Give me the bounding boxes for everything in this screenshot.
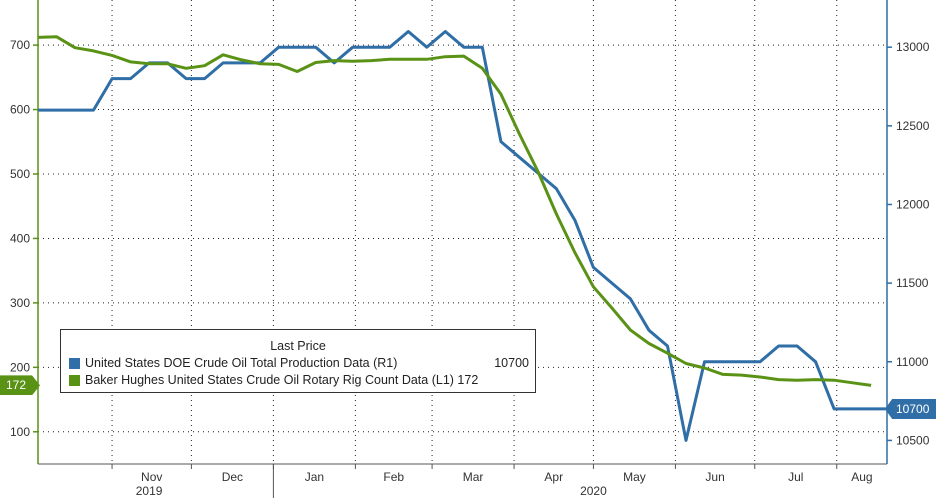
left-tick-label: 400: [10, 231, 30, 245]
right-tick-label: 12000: [896, 197, 930, 211]
x-month-label: Aug: [851, 470, 872, 484]
x-month-label: May: [623, 470, 646, 484]
x-axis-ticks: Nov Dec Jan Feb Mar Apr May Jun Jul Aug 2019 2020: [111, 464, 873, 498]
series-line-rig-count: [37, 35, 872, 387]
series-lines: [37, 30, 887, 442]
grid-lines: [38, 0, 887, 464]
legend-row-production: United States DOE Crude Oil Total Produc…: [61, 355, 535, 372]
legend-series-name: United States DOE Crude Oil Total Produc…: [85, 356, 370, 370]
right-tick-label: 10500: [896, 433, 930, 447]
legend-series-axis: L1: [435, 373, 450, 387]
legend-title: Last Price: [270, 339, 326, 353]
x-month-label: Feb: [383, 470, 404, 484]
last-value-badge-rig-count: 172: [0, 375, 40, 396]
right-tick-label: 12500: [896, 119, 930, 133]
legend-row-rig-count: Baker Hughes United States Crude Oil Rot…: [61, 372, 535, 389]
legend-swatch-rig-count: [69, 375, 80, 386]
x-year-label: 2020: [580, 484, 607, 498]
legend-label-production: United States DOE Crude Oil Total Produc…: [85, 356, 398, 370]
left-tick-label: 600: [10, 103, 30, 117]
left-tick-label: 700: [10, 38, 30, 52]
legend-label-rig-count: Baker Hughes United States Crude Oil Rot…: [85, 373, 479, 387]
last-value-badge-production: 10700: [885, 398, 936, 419]
right-tick-label: 11500: [896, 276, 929, 290]
left-tick-label: 100: [10, 425, 30, 439]
axes: [37, 0, 888, 465]
left-axis-ticks: 100 200 300 400 500 600 700: [10, 38, 38, 439]
x-month-label: Dec: [222, 470, 243, 484]
legend-series-name: Baker Hughes United States Crude Oil Rot…: [85, 373, 429, 387]
right-tick-label: 13000: [896, 40, 930, 54]
x-month-label: Jan: [305, 470, 324, 484]
legend-box: Last Price United States DOE Crude Oil T…: [60, 329, 536, 393]
left-tick-label: 200: [10, 360, 30, 374]
x-month-label: Apr: [544, 470, 563, 484]
left-tick-label: 500: [10, 167, 30, 181]
x-month-label: Jul: [788, 470, 803, 484]
x-month-label: Mar: [463, 470, 484, 484]
x-month-label: Jun: [705, 470, 724, 484]
legend-series-axis: R1: [377, 356, 394, 370]
x-year-label: 2019: [136, 484, 163, 498]
left-tick-label: 300: [10, 296, 30, 310]
legend-series-value: 172: [457, 373, 479, 387]
right-tick-label: 11000: [896, 355, 929, 369]
x-month-label: Nov: [141, 470, 162, 484]
series-line-production: [38, 30, 887, 442]
right-axis-ticks: 10500 11000 11500 12000 12500 13000: [887, 40, 930, 447]
legend-value-production: 10700: [494, 356, 529, 370]
legend-swatch-production: [69, 358, 80, 369]
